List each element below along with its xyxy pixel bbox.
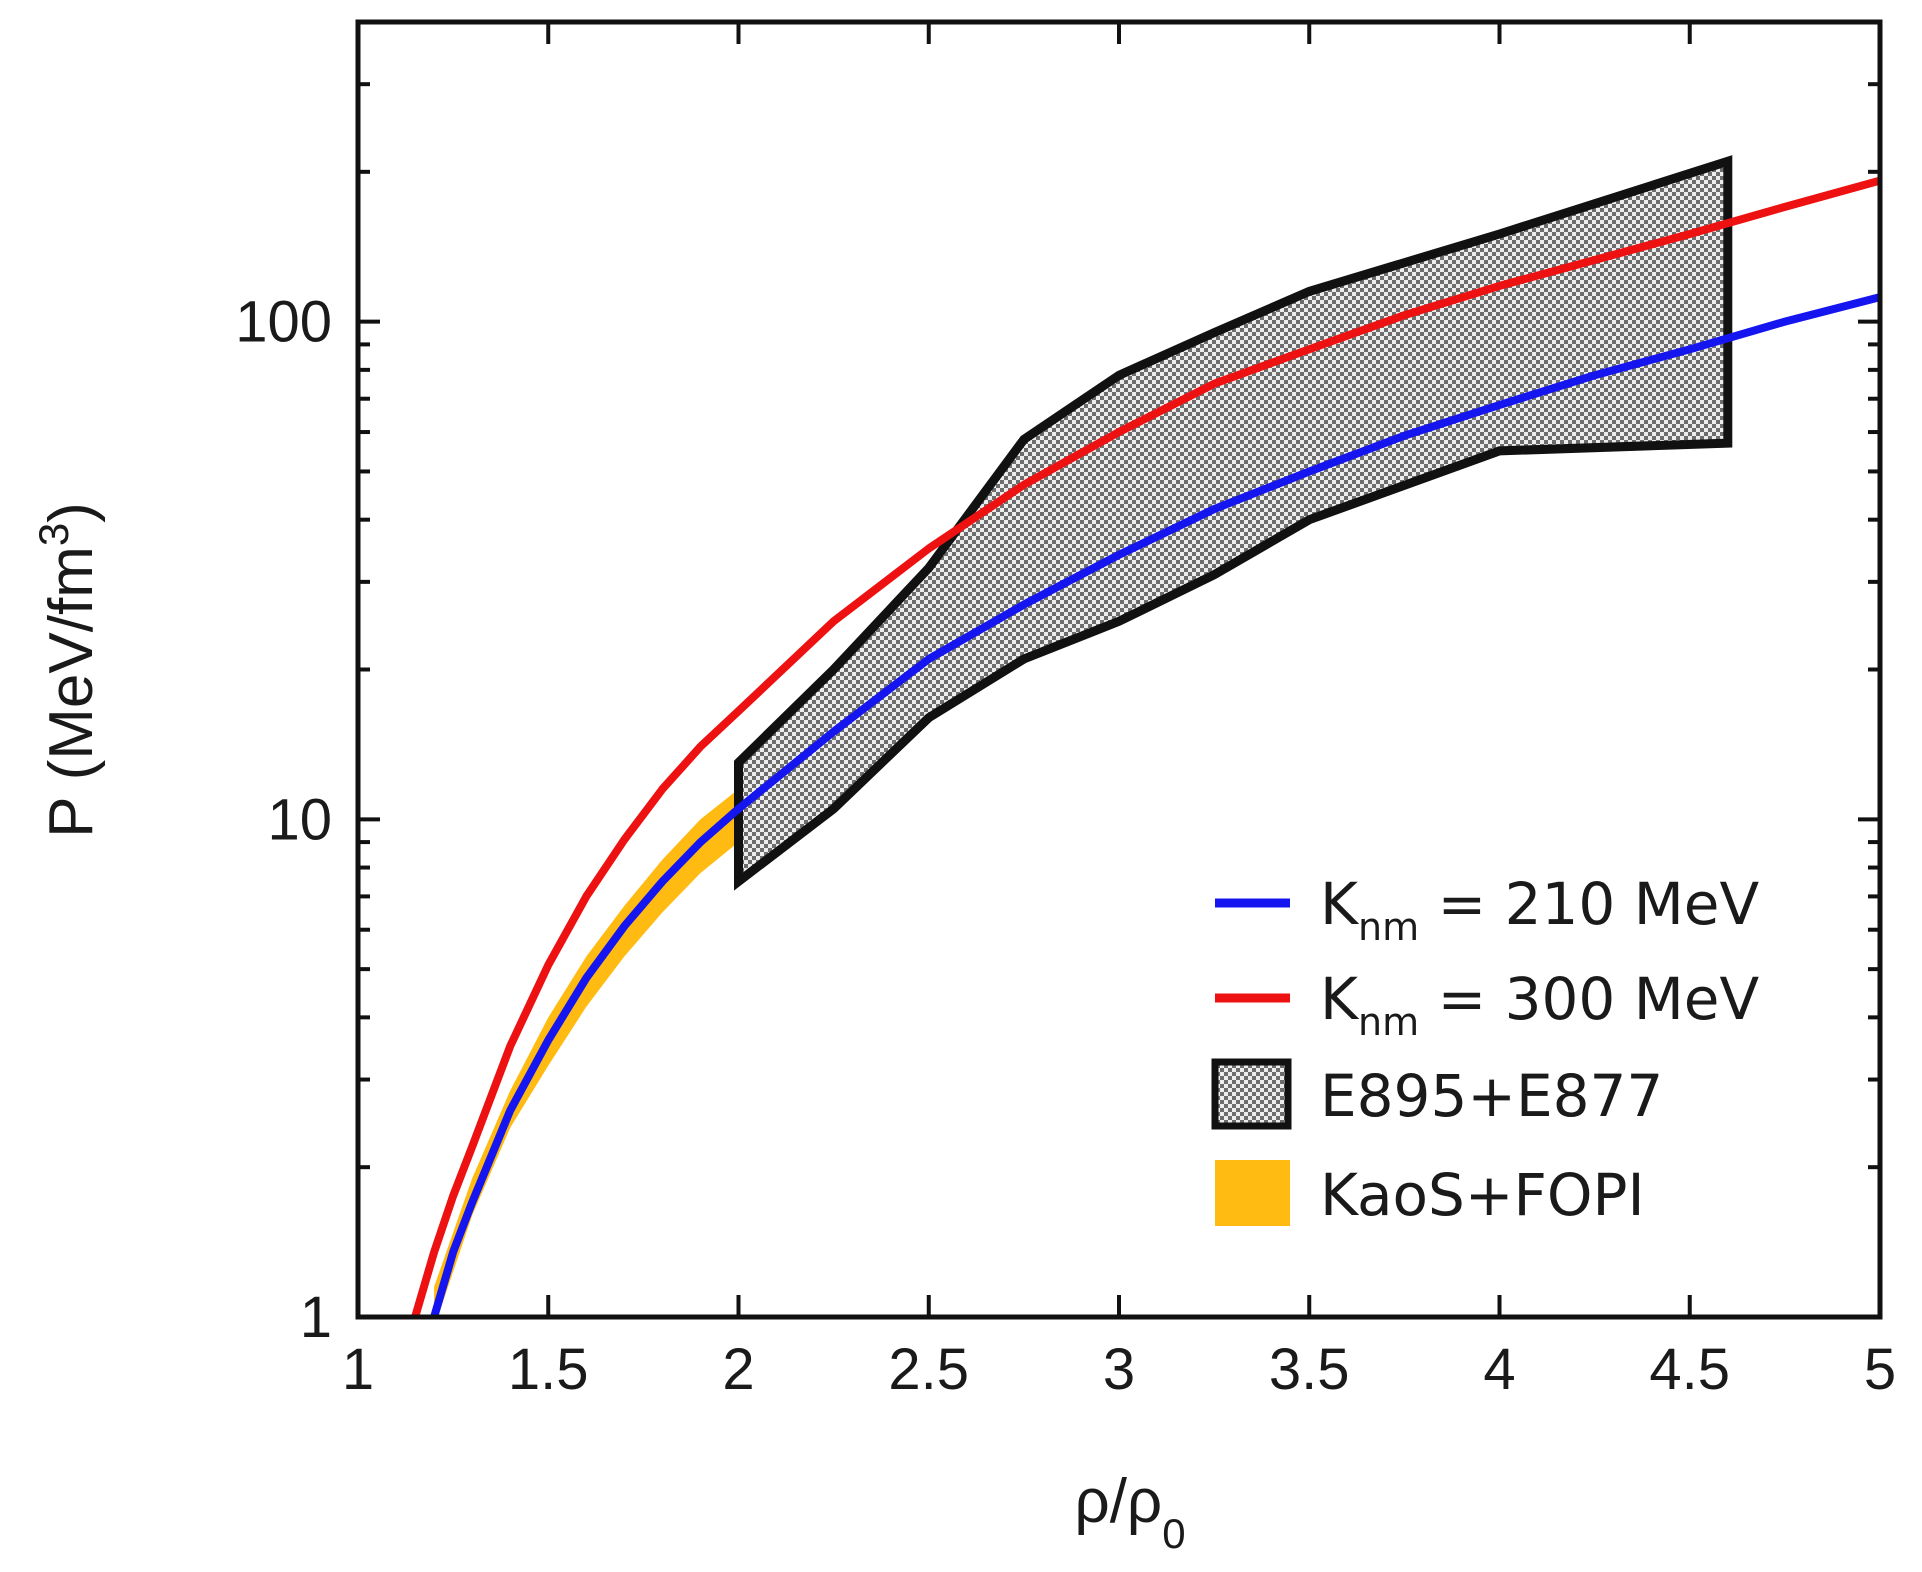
band-kaos-fopi <box>434 789 739 1317</box>
y-tick-label: 1 <box>300 1285 332 1350</box>
data-lines <box>411 176 1880 1317</box>
x-axis-title: ρ/ρ0 <box>1074 1467 1185 1557</box>
y-axis-title: P (MeV/fm3) <box>30 502 106 838</box>
axis-ticks <box>358 20 1880 1317</box>
series-line-210 <box>430 293 1880 1317</box>
x-tick-label: 2 <box>722 1337 754 1402</box>
legend-label-210: Knm = 210 MeV <box>1320 870 1759 949</box>
legend: Knm = 210 MeV Knm = 300 MeV E895+E877 Ka… <box>1211 870 1759 1229</box>
series-line-300 <box>411 176 1880 1317</box>
x-tick-label: 3 <box>1103 1337 1135 1402</box>
x-tick-label: 4.5 <box>1649 1337 1730 1402</box>
x-axis-title-main: ρ/ρ <box>1074 1467 1162 1536</box>
y-tick-label: 100 <box>235 290 332 355</box>
x-axis-title-sub: 0 <box>1162 1510 1185 1557</box>
x-tick-label: 3.5 <box>1269 1337 1350 1402</box>
x-tick-label: 5 <box>1864 1337 1896 1402</box>
x-tick-label: 2.5 <box>888 1337 969 1402</box>
x-tick-label: 1 <box>342 1337 374 1402</box>
y-axis-title-main: P (MeV/fm <box>37 546 106 838</box>
legend-label-kaos: KaoS+FOPI <box>1320 1161 1645 1229</box>
legend-label-300: Knm = 300 MeV <box>1320 965 1759 1044</box>
x-tick-label: 4 <box>1483 1337 1515 1402</box>
band-e895-e877 <box>734 155 1733 891</box>
y-tick-label: 10 <box>267 787 332 852</box>
legend-swatch-e895 <box>1211 1058 1292 1130</box>
plot-area <box>355 19 1883 1320</box>
legend-label-e895: E895+E877 <box>1320 1062 1663 1130</box>
y-axis-title-sup: 3 <box>30 523 77 546</box>
tick-labels: 1 1.5 2 2.5 3 3.5 4 4.5 5 1 10 100 <box>235 290 1896 1402</box>
y-axis-title-close: ) <box>37 502 106 523</box>
legend-swatch-kaos <box>1215 1160 1290 1226</box>
data-bands <box>434 155 1733 1317</box>
x-tick-label: 1.5 <box>508 1337 589 1402</box>
